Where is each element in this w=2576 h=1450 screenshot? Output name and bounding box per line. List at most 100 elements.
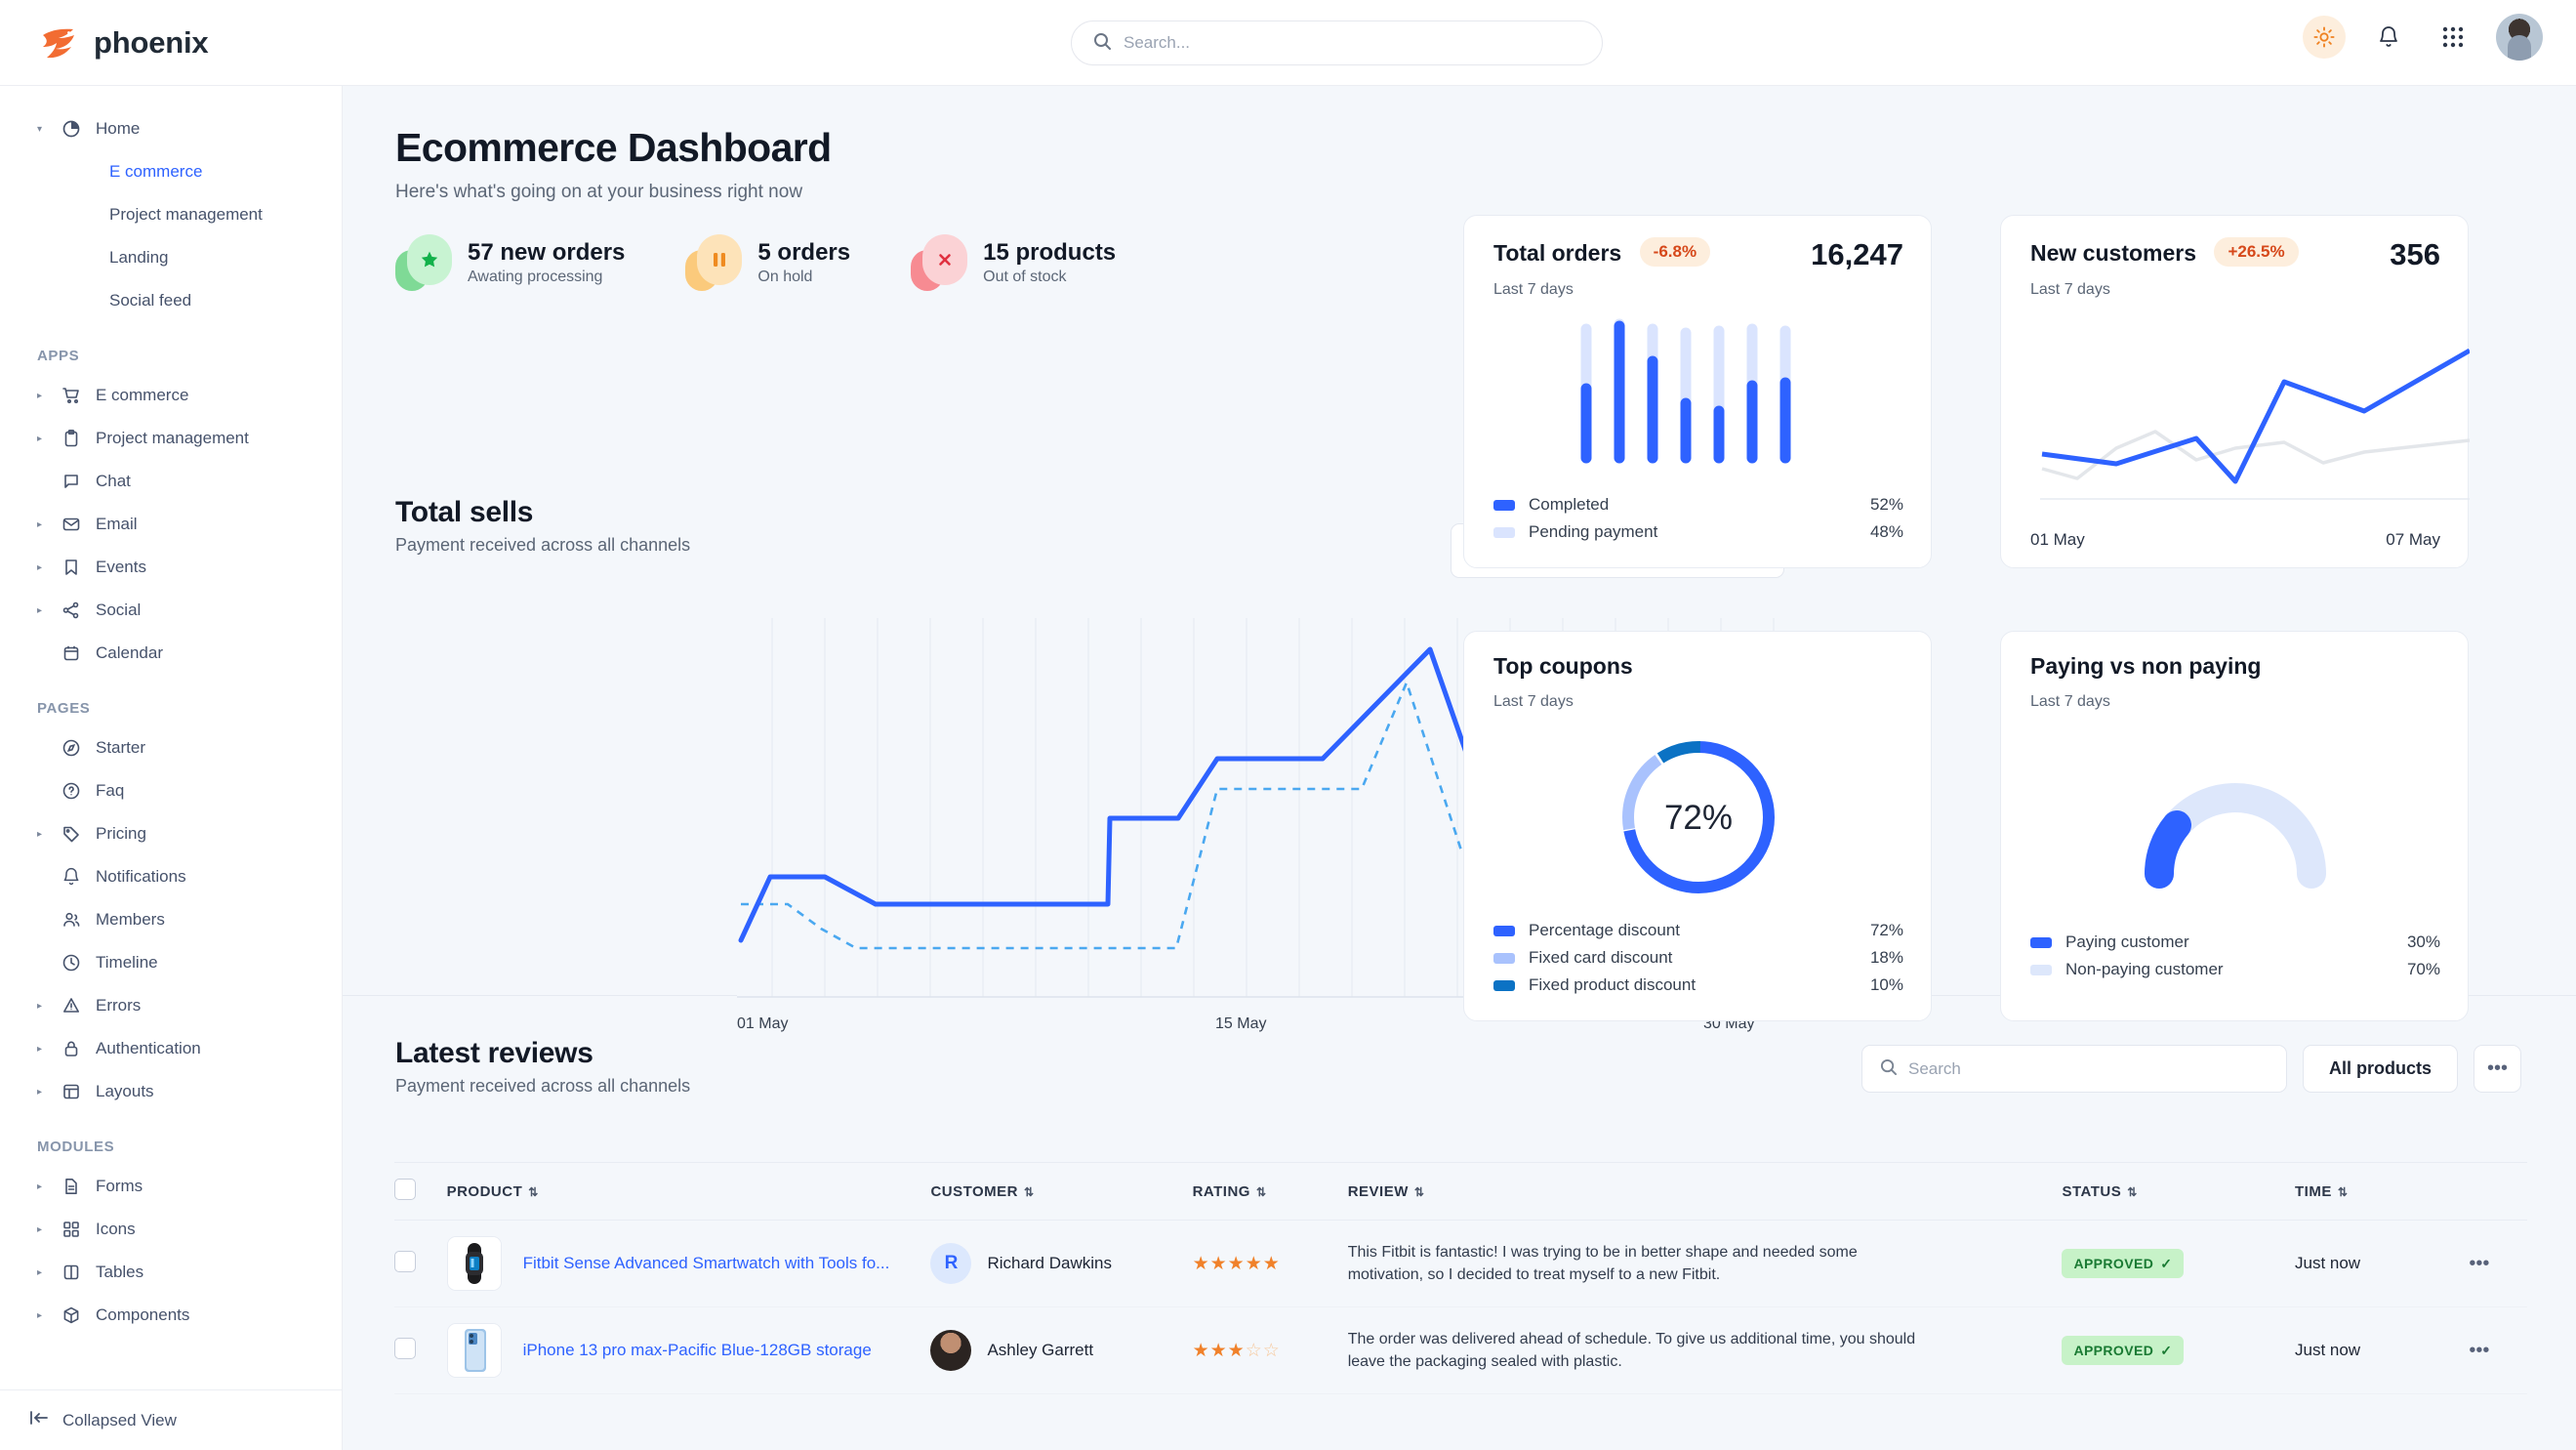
table-row: Fitbit Sense Advanced Smartwatch with To…	[394, 1220, 2527, 1307]
stat-caption: Awating processing	[468, 269, 603, 285]
legend-label: Fixed card discount	[1529, 948, 1673, 967]
global-search[interactable]: Search...	[1071, 21, 1603, 65]
sidebar-item-layouts[interactable]: ▸ Layouts	[0, 1070, 342, 1113]
legend-swatch	[1493, 952, 1515, 964]
legend-label: Percentage discount	[1529, 921, 1680, 939]
sidebar-item-email[interactable]: ▸ Email	[0, 503, 342, 546]
avatar[interactable]	[2496, 14, 2543, 61]
sidebar-group-modules: MODULES	[37, 1139, 115, 1155]
star-icon	[395, 234, 452, 291]
compass-icon	[61, 737, 82, 759]
sort-icon: ⇅	[2127, 1184, 2138, 1199]
column-header-product[interactable]: PRODUCT ⇅	[446, 1162, 931, 1221]
card-title: Paying vs non paying	[2030, 653, 2262, 679]
customer-cell: R Richard Dawkins	[930, 1243, 1192, 1284]
more-options-button[interactable]: •••	[2474, 1045, 2521, 1093]
sidebar-item-chat[interactable]: Chat	[0, 460, 342, 503]
collapse-left-icon	[29, 1409, 49, 1431]
row-more-button[interactable]: •••	[2469, 1252, 2490, 1274]
sidebar-item-label: Tables	[96, 1263, 144, 1281]
sidebar-item-components[interactable]: ▸ Components	[0, 1294, 342, 1337]
question-circle-icon	[61, 780, 82, 802]
sidebar: ▾ Home E commerce Project management Lan…	[0, 86, 343, 1450]
sidebar-subitem-landing[interactable]: Landing	[0, 236, 342, 279]
sort-icon: ⇅	[2337, 1184, 2349, 1199]
stat-caption: On hold	[757, 269, 813, 285]
legend-value: 18%	[1869, 948, 1903, 967]
brand[interactable]: phoenix	[41, 25, 344, 61]
card-period: Last 7 days	[2030, 693, 2110, 710]
reviews-search-input[interactable]: Search	[1860, 1045, 2287, 1093]
sidebar-subitem-e-commerce[interactable]: E commerce	[0, 150, 342, 193]
sidebar-item-notifications[interactable]: Notifications	[0, 855, 342, 898]
sidebar-item-starter[interactable]: Starter	[0, 726, 342, 769]
clipboard-icon	[61, 428, 82, 449]
legend-label: Fixed product discount	[1529, 975, 1697, 994]
legend-item: Paying customer 30%	[2030, 929, 2440, 956]
sidebar-item-forms[interactable]: ▸ Forms	[0, 1165, 342, 1208]
column-header-rating[interactable]: RATING ⇅	[1192, 1162, 1348, 1221]
select-all-checkbox[interactable]	[394, 1179, 416, 1200]
pie-chart-icon	[61, 118, 82, 140]
sidebar-item-label: E commerce	[96, 386, 189, 404]
column-header-review[interactable]: REVIEW ⇅	[1347, 1162, 2063, 1221]
status-badge: APPROVED ✓	[2062, 1249, 2185, 1278]
row-checkbox[interactable]	[394, 1250, 416, 1272]
legend-item: Non-paying customer 70%	[2030, 956, 2440, 983]
product-link[interactable]: Fitbit Sense Advanced Smartwatch with To…	[522, 1254, 890, 1272]
product-link[interactable]: iPhone 13 pro max-Pacific Blue-128GB sto…	[522, 1341, 872, 1359]
top-coupons-donut: 72%	[1591, 729, 1806, 905]
sidebar-item-authentication[interactable]: ▸ Authentication	[0, 1027, 342, 1070]
sidebar-item-project-management[interactable]: ▸ Project management	[0, 417, 342, 460]
stat-value: 5 orders	[757, 239, 851, 266]
column-header-customer[interactable]: CUSTOMER ⇅	[930, 1162, 1193, 1221]
sidebar-item-label: Layouts	[96, 1082, 154, 1100]
legend-item: Fixed product discount 10%	[1493, 972, 1903, 999]
sidebar-item-social[interactable]: ▸ Social	[0, 589, 342, 632]
chevron-right-icon: ▸	[37, 1043, 43, 1055]
legend-value: 52%	[1869, 495, 1903, 514]
all-products-button[interactable]: All products	[2302, 1045, 2458, 1093]
sidebar-item-label: Forms	[96, 1177, 143, 1195]
legend-swatch	[1493, 979, 1515, 991]
bookmark-icon	[61, 557, 82, 578]
avatar: R	[930, 1243, 972, 1284]
sidebar-subitem-project-management[interactable]: Project management	[0, 193, 342, 236]
reviews-table: PRODUCT ⇅ CUSTOMER ⇅ RATING ⇅ REVIEW ⇅ STATU…	[394, 1162, 2527, 1394]
row-checkbox[interactable]	[394, 1337, 416, 1359]
legend-swatch	[1493, 526, 1515, 538]
legend-swatch	[2030, 964, 2052, 975]
sidebar-item-label: Errors	[96, 996, 142, 1015]
cart-icon	[61, 385, 82, 406]
legend-item: Completed 52%	[1493, 491, 1903, 518]
bell-icon[interactable]	[2367, 16, 2410, 59]
sidebar-item-e-commerce[interactable]: ▸ E commerce	[0, 374, 342, 417]
envelope-icon	[61, 514, 82, 535]
sidebar-item-icons[interactable]: ▸ Icons	[0, 1208, 342, 1251]
sidebar-subitem-label: Social feed	[109, 291, 192, 310]
sidebar-item-timeline[interactable]: Timeline	[0, 941, 342, 984]
column-header-time[interactable]: TIME ⇅	[2295, 1162, 2470, 1221]
sidebar-item-events[interactable]: ▸ Events	[0, 546, 342, 589]
sun-icon[interactable]	[2303, 16, 2346, 59]
sidebar-item-errors[interactable]: ▸ Errors	[0, 984, 342, 1027]
product-thumbnail	[446, 1323, 502, 1378]
delta-badge: +26.5%	[2214, 237, 2299, 267]
sidebar-item-calendar[interactable]: Calendar	[0, 632, 342, 675]
sidebar-item-members[interactable]: Members	[0, 898, 342, 941]
sidebar-item-label: Components	[96, 1305, 190, 1324]
sidebar-item-faq[interactable]: Faq	[0, 769, 342, 812]
row-more-button[interactable]: •••	[2469, 1339, 2490, 1361]
donut-center-value: 72%	[1664, 799, 1733, 837]
collapsed-view-toggle[interactable]: Collapsed View	[0, 1389, 342, 1450]
sidebar-subitem-social-feed[interactable]: Social feed	[0, 279, 342, 322]
sidebar-item-label: Project management	[96, 429, 249, 447]
sidebar-item-home[interactable]: ▾ Home	[0, 107, 342, 150]
sidebar-item-tables[interactable]: ▸ Tables	[0, 1251, 342, 1294]
column-header-status[interactable]: STATUS ⇅	[2062, 1162, 2295, 1221]
time-text: Just now	[2295, 1254, 2361, 1272]
legend-value: 30%	[2406, 932, 2440, 951]
paying-legend: Paying customer 30% Non-paying customer …	[2030, 929, 2440, 983]
grid-apps-icon[interactable]	[2432, 16, 2474, 59]
sidebar-item-pricing[interactable]: ▸ Pricing	[0, 812, 342, 855]
